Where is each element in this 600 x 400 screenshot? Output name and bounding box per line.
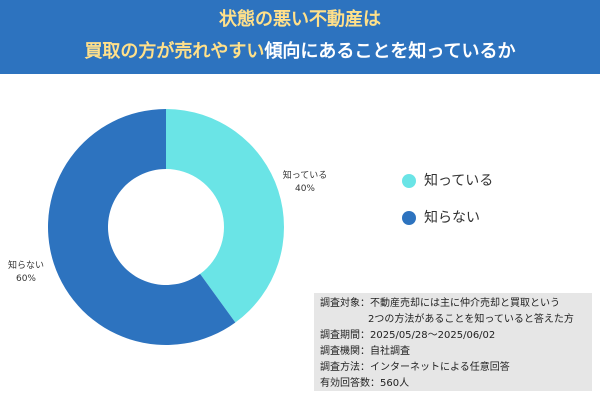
survey-responses: 有効回答数：560人 — [320, 378, 410, 389]
legend-label-know: 知っている — [424, 173, 494, 189]
legend-swatch-dont-know — [402, 211, 416, 225]
survey-info-box: 調査対象：不動産売却には主に仲介売却と買取という 2つの方法があることを知ってい… — [314, 293, 592, 391]
title-highlight: 買取の方が売れやすい — [84, 41, 265, 62]
slice-label-know: 知っている — [283, 169, 328, 181]
survey-target: 調査対象：不動産売却には主に仲介売却と買取という — [320, 298, 560, 309]
legend-swatch-know — [402, 174, 416, 188]
survey-organization: 調査機関：自社調査 — [320, 346, 410, 357]
title-line-1: 状態の悪い不動産は — [219, 9, 381, 30]
title-banner: 状態の悪い不動産は 買取の方が売れやすい傾向にあることを知っているか — [0, 0, 600, 74]
survey-target-cont: 2つの方法があることを知っていると答えた方 — [368, 314, 574, 325]
legend-label-dont-know: 知らない — [424, 210, 480, 226]
donut-slice-know — [166, 109, 285, 323]
survey-period: 調査期間：2025/05/28～2025/06/02 — [320, 330, 496, 341]
slice-value-dont-know: 60% — [16, 274, 36, 284]
slice-value-know: 40% — [295, 184, 315, 194]
title-line-2: 買取の方が売れやすい傾向にあることを知っているか — [0, 40, 600, 64]
donut-chart: 知っている 40% 知らない 60% — [8, 109, 328, 345]
donut-slice-dont-know — [47, 109, 236, 345]
title-rest: 傾向にあることを知っているか — [264, 41, 516, 62]
survey-method: 調査方法：インターネットによる任意回答 — [320, 362, 510, 373]
slice-label-dont-know: 知らない — [8, 259, 44, 271]
